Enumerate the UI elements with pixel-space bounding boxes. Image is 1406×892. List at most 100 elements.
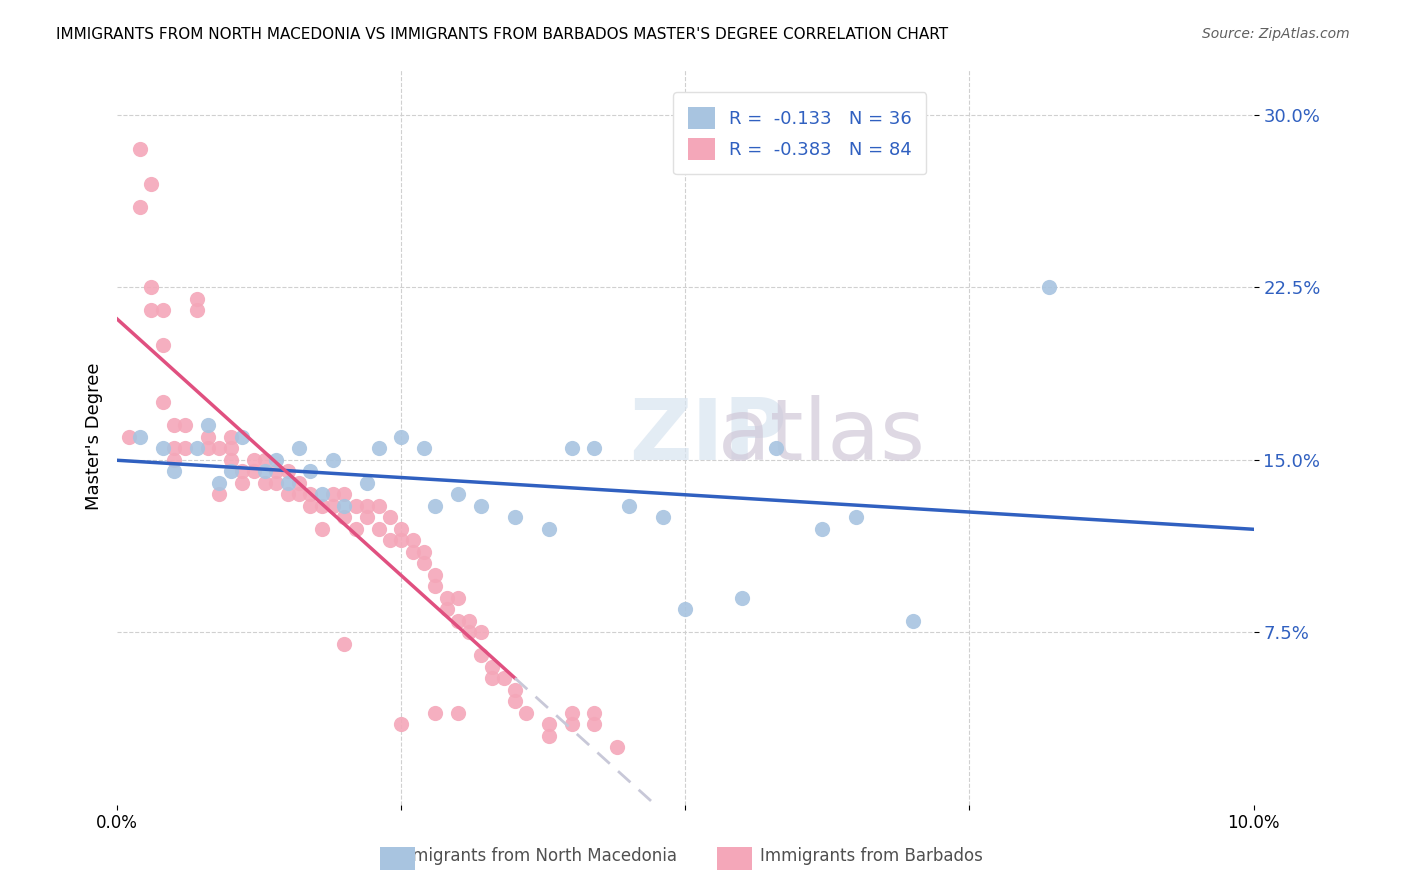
Point	[845, 510, 868, 524]
Point	[561, 717, 583, 731]
Point	[266, 475, 288, 490]
Point	[413, 556, 436, 570]
Point	[389, 533, 412, 548]
Point	[152, 337, 174, 351]
Point	[356, 475, 378, 490]
Point	[333, 637, 356, 651]
Point	[561, 441, 583, 455]
Point	[208, 475, 231, 490]
Text: Source: ZipAtlas.com: Source: ZipAtlas.com	[1202, 27, 1350, 41]
Point	[436, 591, 458, 605]
Point	[413, 441, 436, 455]
Point	[219, 429, 242, 443]
Point	[174, 441, 197, 455]
Point	[583, 441, 606, 455]
Point	[344, 499, 367, 513]
Point	[401, 544, 423, 558]
Point	[266, 452, 288, 467]
Point	[470, 625, 492, 640]
Point	[141, 280, 163, 294]
Point	[277, 475, 299, 490]
Point	[322, 452, 344, 467]
Point	[219, 452, 242, 467]
Point	[492, 671, 515, 685]
Point	[503, 682, 526, 697]
Point	[186, 441, 208, 455]
Point	[288, 475, 311, 490]
Point	[356, 510, 378, 524]
Point	[152, 303, 174, 318]
Point	[311, 522, 333, 536]
Point	[673, 602, 696, 616]
Point	[117, 429, 139, 443]
Point	[503, 510, 526, 524]
Point	[311, 499, 333, 513]
Point	[266, 464, 288, 478]
Text: Immigrants from North Macedonia: Immigrants from North Macedonia	[391, 847, 678, 865]
Point	[583, 717, 606, 731]
Text: ZIP: ZIP	[630, 395, 787, 478]
Point	[561, 706, 583, 720]
Point	[219, 441, 242, 455]
Point	[447, 614, 470, 628]
Point	[447, 706, 470, 720]
Point	[231, 429, 253, 443]
Point	[299, 464, 322, 478]
Point	[367, 499, 389, 513]
Point	[333, 510, 356, 524]
Point	[253, 452, 276, 467]
Point	[583, 706, 606, 720]
Point	[503, 694, 526, 708]
Point	[288, 487, 311, 501]
Point	[186, 303, 208, 318]
Point	[152, 441, 174, 455]
Point	[231, 464, 253, 478]
Point	[458, 625, 481, 640]
Point	[367, 441, 389, 455]
Point	[322, 487, 344, 501]
Point	[481, 671, 503, 685]
Point	[141, 303, 163, 318]
Point	[425, 579, 447, 593]
Point	[537, 522, 560, 536]
Point	[901, 614, 924, 628]
Point	[606, 740, 628, 755]
Point	[389, 522, 412, 536]
Point	[197, 418, 219, 433]
Text: atlas: atlas	[718, 395, 925, 478]
Point	[389, 717, 412, 731]
Point	[141, 177, 163, 191]
Point	[163, 441, 186, 455]
Point	[129, 429, 152, 443]
Point	[389, 429, 412, 443]
Point	[174, 418, 197, 433]
Point	[129, 142, 152, 156]
Point	[537, 717, 560, 731]
Point	[356, 499, 378, 513]
Point	[322, 499, 344, 513]
Point	[311, 487, 333, 501]
Point	[333, 487, 356, 501]
Point	[288, 441, 311, 455]
Point	[537, 729, 560, 743]
Point	[436, 602, 458, 616]
Point	[231, 475, 253, 490]
Point	[515, 706, 537, 720]
Point	[344, 522, 367, 536]
Point	[651, 510, 673, 524]
Point	[617, 499, 640, 513]
Point	[367, 522, 389, 536]
Point	[447, 591, 470, 605]
Point	[299, 499, 322, 513]
Point	[401, 533, 423, 548]
Point	[458, 614, 481, 628]
Point	[378, 533, 401, 548]
Point	[1038, 280, 1060, 294]
Point	[208, 441, 231, 455]
Point	[163, 452, 186, 467]
Text: IMMIGRANTS FROM NORTH MACEDONIA VS IMMIGRANTS FROM BARBADOS MASTER'S DEGREE CORR: IMMIGRANTS FROM NORTH MACEDONIA VS IMMIG…	[56, 27, 949, 42]
Point	[253, 475, 276, 490]
Point	[425, 706, 447, 720]
Point	[197, 429, 219, 443]
Point	[333, 499, 356, 513]
